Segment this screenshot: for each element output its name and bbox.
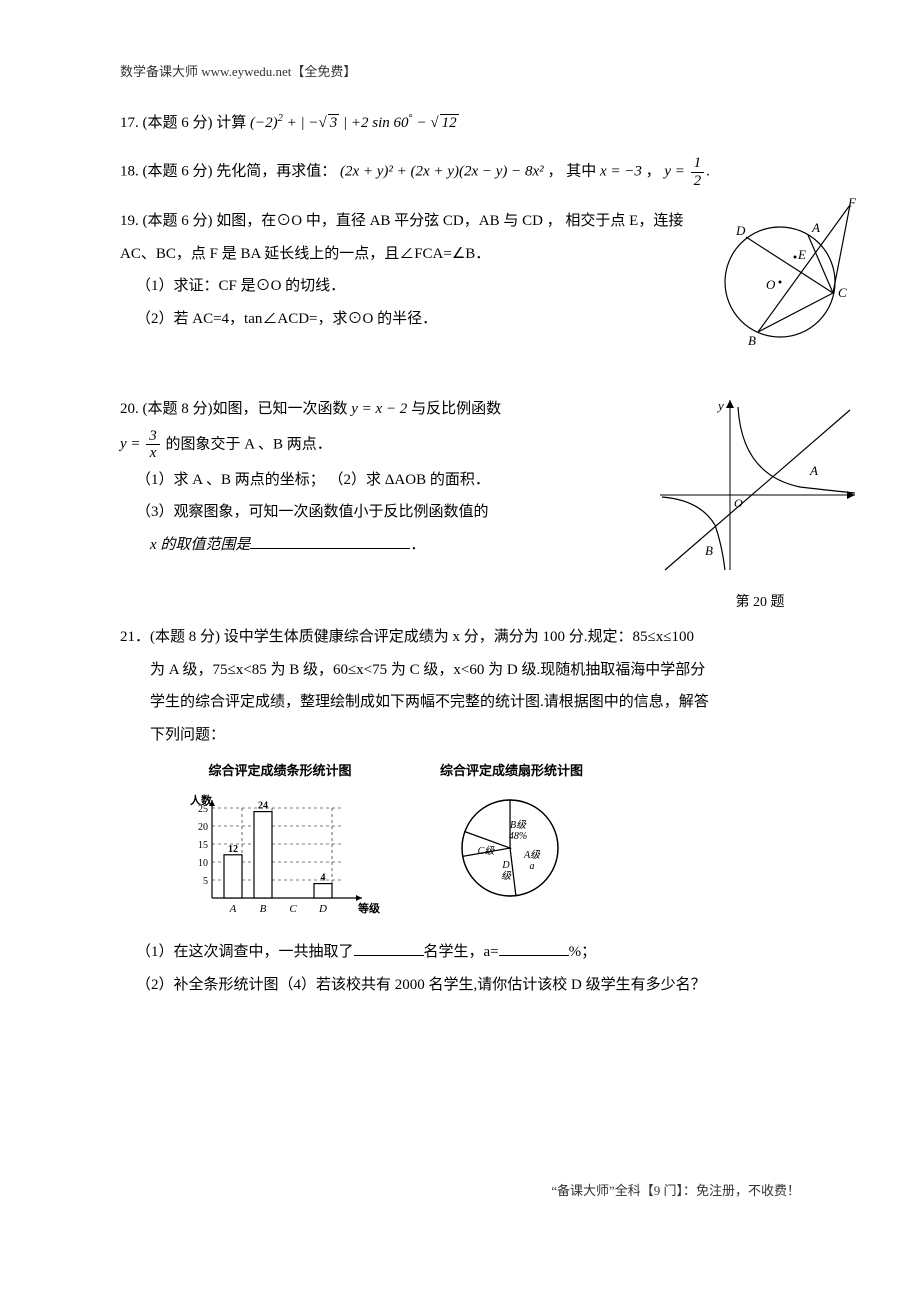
q18-frac-den: 2: [691, 173, 705, 190]
question-20: 20. (本题 8 分)如图，已知一次函数 y = x − 2 与反比例函数 y…: [120, 395, 800, 605]
svg-text:D: D: [318, 903, 327, 915]
q17-minus: −: [413, 115, 431, 131]
q20-line1-pre: 20. (本题 8 分)如图，已知一次函数: [120, 401, 351, 417]
svg-text:A: A: [811, 220, 820, 235]
pie-chart-title: 综合评定成绩扇形统计图: [440, 759, 583, 784]
svg-text:C级: C级: [478, 845, 496, 857]
svg-text:B: B: [748, 333, 756, 348]
svg-text:a: a: [530, 861, 535, 872]
q17-part2: + | −: [283, 115, 319, 131]
q21-line1: 21．(本题 8 分) 设中学生体质健康综合评定成绩为 x 分，满分为 100 …: [120, 623, 800, 652]
q18-expr: (2x + y)² + (2x + y)(2x − y) − 8x²: [340, 164, 544, 180]
svg-text:48%: 48%: [509, 831, 527, 842]
svg-text:15: 15: [198, 840, 208, 851]
svg-text:12: 12: [228, 844, 238, 855]
page-header: 数学备课大师 www.eywedu.net【全免费】: [120, 60, 800, 85]
pie-chart-container: 综合评定成绩扇形统计图 B级48% C级 D级 A级a: [440, 759, 583, 918]
svg-text:y: y: [716, 398, 724, 413]
svg-text:D: D: [735, 223, 746, 238]
bar-chart-title: 综合评定成绩条形统计图: [180, 759, 380, 784]
q18-x: x = −3: [600, 164, 642, 180]
q17-part4: | +2 sin 60: [339, 115, 408, 131]
question-17: 17. (本题 6 分) 计算 (−2)2 + | −√3 | +2 sin 6…: [120, 109, 800, 138]
circle-diagram: F D A E O C B: [720, 197, 860, 362]
svg-text:E: E: [797, 247, 806, 262]
q17-base1: (−2): [250, 115, 278, 131]
bar-chart-container: 综合评定成绩条形统计图 人数等级51015202512A24BC4D: [180, 759, 380, 928]
q19-sub1: （1）求证：CF 是⊙O 的切线．: [120, 272, 800, 301]
q21-line2: 为 A 级，75≤x<85 为 B 级，60≤x<75 为 C 级，x<60 为…: [120, 656, 800, 685]
q21-charts: 综合评定成绩条形统计图 人数等级51015202512A24BC4D 综合评定成…: [180, 759, 800, 928]
question-21: 21．(本题 8 分) 设中学生体质健康综合评定成绩为 x 分，满分为 100 …: [120, 623, 800, 999]
q20-frac-den: x: [146, 445, 160, 462]
svg-text:24: 24: [258, 800, 268, 811]
svg-text:O: O: [734, 496, 743, 510]
q20-y-eq: y = 3x: [120, 436, 166, 452]
q17-expression: (−2)2 + | −√3 | +2 sin 60° − √12: [250, 115, 459, 131]
question-19: 19. (本题 6 分) 如图，在⊙O 中，直径 AB 平分弦 CD，AB 与 …: [120, 207, 800, 377]
q17-sqrt3: 3: [328, 114, 340, 131]
q20-sub3-pre: x 的取值范围是: [150, 537, 250, 553]
q18-y-lhs: y =: [664, 164, 688, 180]
q19-line1: 19. (本题 6 分) 如图，在⊙O 中，直径 AB 平分弦 CD，AB 与 …: [120, 207, 800, 236]
q21-sub1: （1）在这次调查中，一共抽取了 名学生，a= %；: [120, 938, 800, 967]
svg-text:O: O: [766, 277, 776, 292]
svg-text:D: D: [501, 860, 510, 871]
svg-text:级: 级: [501, 870, 512, 882]
q17-sqrt12: 12: [440, 114, 459, 131]
svg-text:B级: B级: [510, 819, 527, 831]
q20-caption: 第 20 题: [660, 590, 860, 617]
q18-period: .: [706, 164, 710, 180]
svg-text:20: 20: [198, 822, 208, 833]
q20-y-lhs: y =: [120, 436, 144, 452]
q21-line3: 学生的综合评定成绩，整理绘制成如下两幅不完整的统计图.请根据图中的信息，解答: [120, 688, 800, 717]
q20-figure: y A B O 第 20 题: [660, 395, 860, 616]
q21-sub1-pre: （1）在这次调查中，一共抽取了: [136, 944, 354, 960]
svg-text:A: A: [809, 463, 818, 478]
q20-line1-eq: y = x − 2: [351, 401, 407, 417]
q20-blank[interactable]: [250, 533, 410, 549]
q18-frac: 1 2: [691, 155, 705, 189]
svg-text:10: 10: [198, 858, 208, 869]
q18-prefix: 18. (本题 6 分) 先化简，再求值：: [120, 164, 336, 180]
q21-sub1-post: %；: [569, 944, 597, 960]
svg-text:等级: 等级: [357, 901, 380, 915]
svg-text:A: A: [229, 903, 237, 915]
q18-suffix1: ， 其中: [547, 164, 600, 180]
q20-line2-post: 的图象交于 A 、B 两点．: [166, 436, 332, 452]
svg-text:C: C: [838, 285, 847, 300]
q21-blank-a[interactable]: [499, 940, 569, 956]
svg-text:4: 4: [321, 872, 326, 883]
q19-sub2: （2）若 AC=4，tan∠ACD=，求⊙O 的半径．: [120, 305, 800, 334]
q20-sub3-post: ．: [410, 537, 425, 553]
q18-frac-num: 1: [691, 155, 705, 173]
q19-figure: F D A E O C B: [720, 197, 860, 373]
svg-text:C: C: [289, 903, 297, 915]
q21-line4: 下列问题：: [120, 721, 800, 750]
q19-line2: AC、BC，点 F 是 BA 延长线上的一点，且∠FCA=∠B．: [120, 240, 800, 269]
svg-text:5: 5: [203, 876, 208, 887]
function-graph: y A B O: [660, 395, 860, 575]
q17-prefix: 17. (本题 6 分) 计算: [120, 115, 246, 131]
svg-text:B: B: [260, 903, 267, 915]
q18-sep: ，: [646, 164, 661, 180]
question-18: 18. (本题 6 分) 先化简，再求值： (2x + y)² + (2x + …: [120, 155, 800, 189]
svg-text:25: 25: [198, 804, 208, 815]
bar-chart: 人数等级51015202512A24BC4D: [180, 788, 380, 918]
page-footer: “备课大师”全科【9 门】：免注册，不收费！: [120, 1179, 800, 1204]
svg-text:F: F: [847, 197, 857, 210]
q21-sub1-mid: 名学生，a=: [424, 944, 499, 960]
pie-chart: B级48% C级 D级 A级a: [440, 788, 580, 908]
q21-sub2: （2）补全条形统计图（4）若该校共有 2000 名学生,请你估计该校 D 级学生…: [120, 971, 800, 1000]
svg-text:A级: A级: [523, 849, 541, 861]
q20-frac-num: 3: [146, 428, 160, 446]
q21-blank-count[interactable]: [354, 940, 424, 956]
q20-line1-post: 与反比例函数: [411, 401, 501, 417]
svg-text:B: B: [705, 543, 713, 558]
